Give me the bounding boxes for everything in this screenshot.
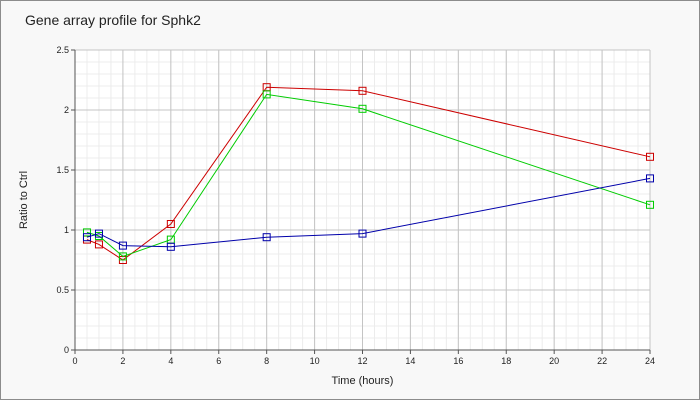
y-axis-label: Ratio to Ctrl [18,171,30,229]
y-tick-label: 2 [64,105,69,115]
x-tick-label: 18 [501,356,511,366]
data-point-series-3 [82,233,91,242]
y-tick-label: 1.5 [56,165,69,175]
x-tick-label: 6 [216,356,221,366]
data-point-series-1 [646,152,654,161]
y-tick-label: 1 [64,225,69,235]
x-tick-label: 10 [310,356,320,366]
x-tick-label: 2 [120,356,125,366]
data-point-series-1 [94,240,103,249]
data-point-series-1 [166,220,175,228]
data-point-series-3 [262,233,271,242]
x-tick-label: 0 [72,356,77,366]
x-tick-label: 16 [453,356,463,366]
y-tick-label: 0 [64,345,69,355]
series-line-3 [86,177,651,248]
series-line-1 [86,86,651,261]
data-point-series-3 [118,241,127,250]
chart-title: Gene array profile for Sphk2 [25,12,201,28]
y-tick-label: 2.5 [56,45,69,55]
x-tick-label: 24 [645,356,655,366]
data-point-series-3 [166,242,175,251]
data-point-series-3 [94,229,103,238]
series-line-2 [86,93,651,257]
x-tick-label: 4 [168,356,173,366]
x-tick-label: 14 [405,356,415,366]
y-tick-label: 0.5 [56,285,69,295]
data-point-series-2 [262,90,271,99]
data-point-series-3 [646,174,654,183]
x-tick-label: 20 [549,356,559,366]
data-point-series-1 [358,86,367,95]
data-point-series-2 [646,200,654,209]
x-tick-label: 8 [264,356,269,366]
data-point-series-2 [118,252,127,261]
data-point-series-2 [358,104,367,113]
x-axis-label: Time (hours) [332,375,394,387]
x-tick-label: 22 [597,356,607,366]
data-point-series-3 [358,229,367,238]
x-tick-label: 12 [357,356,367,366]
data-point-series-2 [82,228,91,237]
